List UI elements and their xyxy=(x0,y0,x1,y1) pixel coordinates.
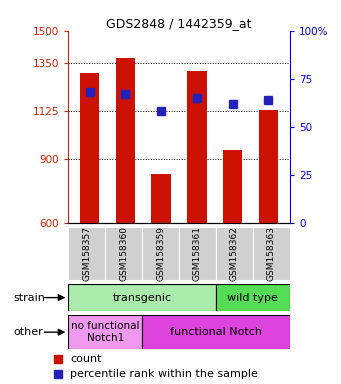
Bar xyxy=(68,315,142,349)
Text: GSM158359: GSM158359 xyxy=(156,226,165,281)
Bar xyxy=(179,227,216,280)
Text: GSM158360: GSM158360 xyxy=(119,226,128,281)
Bar xyxy=(80,73,100,223)
Text: GSM158362: GSM158362 xyxy=(230,226,239,281)
Bar xyxy=(68,284,216,311)
Text: functional Notch: functional Notch xyxy=(170,327,262,337)
Bar xyxy=(142,315,290,349)
Bar xyxy=(68,227,105,280)
Bar xyxy=(116,58,135,223)
Bar xyxy=(187,71,207,223)
Text: no functional
Notch1: no functional Notch1 xyxy=(71,321,139,343)
Text: GSM158361: GSM158361 xyxy=(193,226,202,281)
Text: percentile rank within the sample: percentile rank within the sample xyxy=(70,369,258,379)
Title: GDS2848 / 1442359_at: GDS2848 / 1442359_at xyxy=(106,17,252,30)
Bar xyxy=(253,227,290,280)
Text: other: other xyxy=(14,327,43,337)
Text: transgenic: transgenic xyxy=(113,293,172,303)
Text: GSM158363: GSM158363 xyxy=(267,226,276,281)
Bar xyxy=(142,227,179,280)
Text: count: count xyxy=(70,354,102,364)
Bar xyxy=(105,227,142,280)
Text: wild type: wild type xyxy=(227,293,278,303)
Bar xyxy=(258,110,278,223)
Text: strain: strain xyxy=(14,293,45,303)
Bar xyxy=(216,227,253,280)
Bar xyxy=(216,284,290,311)
Bar xyxy=(151,174,171,223)
Bar xyxy=(223,150,242,223)
Text: GSM158357: GSM158357 xyxy=(82,226,91,281)
